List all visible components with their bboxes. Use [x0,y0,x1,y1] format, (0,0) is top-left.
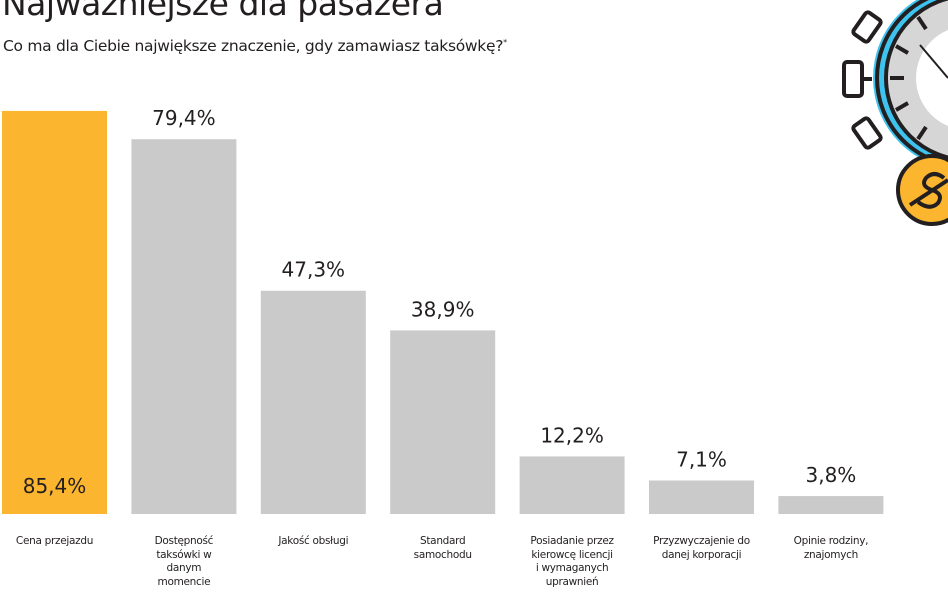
category-label: Przyzwyczajenie do danej korporacji [653,535,750,561]
chart-title: Najważniejsze dla pasażera [2,0,444,23]
bar-6 [778,496,884,514]
value-label: 12,2% [540,423,604,447]
value-label: 3,8% [805,463,856,487]
bar-2 [260,290,366,514]
bar-0 [2,110,107,515]
bar-5 [649,480,754,514]
category-label: Dostępność taksówki w danym momencie [154,535,214,588]
subtitle-text: Co ma dla Ciebie największe znaczenie, g… [3,37,504,55]
stopwatch-icon [842,0,948,226]
bar-1 [131,139,237,514]
category-label: Opinie rodziny, znajomych [793,535,869,561]
category-label: Posiadanie przez kierowcę licencji i wym… [530,535,614,588]
dollar-coin-icon [896,154,948,226]
category-label: Jakość obsługi [278,535,349,547]
value-label: 38,9% [411,297,475,321]
bar-3 [390,330,496,514]
value-label: 79,4% [152,106,216,130]
value-label: 7,1% [676,447,727,471]
value-label: 85,4% [23,474,87,498]
chart-subtitle: Co ma dla Ciebie największe znaczenie, g… [3,37,507,55]
footnote-mark: * [503,37,507,47]
category-label: Cena przejazdu [15,535,94,547]
bar-4 [519,456,625,514]
value-label: 47,3% [282,258,346,282]
category-label: Standard samochodu [413,535,472,561]
